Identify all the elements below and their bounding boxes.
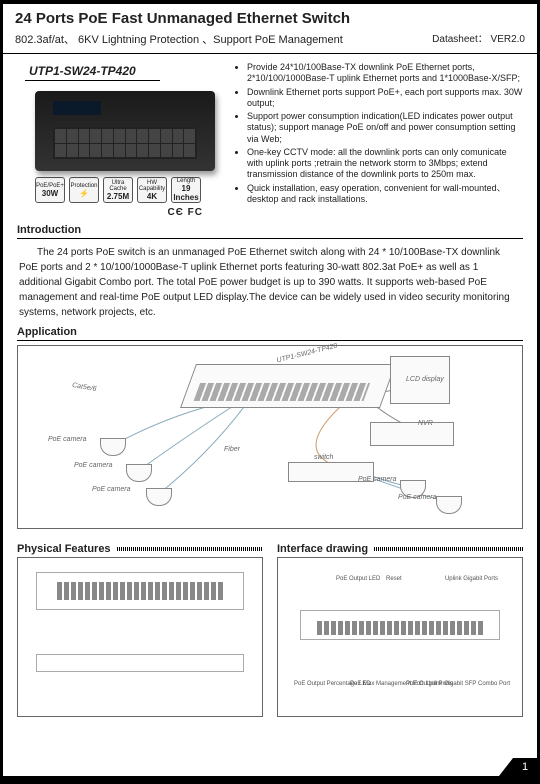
badge-poe: PoE/PoE+30W	[35, 177, 65, 203]
section-intf-title: Interface drawing	[277, 543, 523, 557]
product-column: UTP1-SW24-TP420 PoE/PoE+30W Protection⚡ …	[17, 62, 227, 218]
badge-protection: Protection⚡	[69, 177, 99, 203]
label-cam: PoE camera	[358, 476, 397, 483]
label-lcd: LCD display	[406, 376, 444, 383]
datasheet-version: Datasheet： VER2.0	[432, 30, 525, 45]
section-phys-title: Physical Features	[17, 543, 263, 557]
label-cam: PoE camera	[92, 486, 131, 493]
callout: Uplink Gigabit SFP Combo Port	[426, 681, 510, 688]
callout: Reset	[386, 576, 402, 583]
section-app-title: Application	[17, 326, 523, 341]
label-cam: PoE camera	[398, 494, 437, 501]
interface-diagram: PoE Output LED Reset Uplink Gigabit Port…	[277, 557, 523, 717]
badge-4k: HW Capability4K	[137, 177, 167, 203]
section-intro-title: Introduction	[17, 224, 523, 239]
badge-size: Length19 Inches	[171, 177, 201, 203]
page-title: 24 Ports PoE Fast Unmanaged Ethernet Swi…	[15, 10, 525, 27]
bullet: Support power consumption indication(LED…	[247, 111, 523, 145]
badge-cache: Ultra Cache2.75M	[103, 177, 133, 203]
label-cam: PoE camera	[74, 462, 113, 469]
application-diagram: Cat5e/6 PoE camera PoE camera PoE camera…	[17, 345, 523, 529]
callout: PoE Output LED	[336, 576, 380, 583]
bullet: Downlink Ethernet ports support PoE+, ea…	[247, 87, 523, 110]
feature-bullets: Provide 24*10/100Base-TX downlink PoE Et…	[227, 62, 523, 207]
label-switch: switch	[314, 454, 333, 461]
callout: Uplink Gigabit Ports	[445, 576, 498, 583]
physical-diagram	[17, 557, 263, 717]
label-fiber: Fiber	[224, 446, 240, 453]
label-cam: PoE camera	[48, 436, 87, 443]
intro-text: The 24 ports PoE switch is an unmanaged …	[19, 245, 521, 320]
badge-row: PoE/PoE+30W Protection⚡ Ultra Cache2.75M…	[35, 177, 227, 203]
bullet: Provide 24*10/100Base-TX downlink PoE Et…	[247, 62, 523, 85]
header: 24 Ports PoE Fast Unmanaged Ethernet Swi…	[3, 4, 537, 54]
bullet: Quick installation, easy operation, conv…	[247, 183, 523, 206]
product-photo	[35, 91, 215, 171]
page-number: 1	[513, 758, 537, 776]
model-name: UTP1-SW24-TP420	[25, 64, 160, 81]
cert-icons: CЄ FC	[17, 207, 203, 218]
bullet: One-key CCTV mode: all the downlink port…	[247, 147, 523, 181]
label-nvr: NVR	[418, 420, 433, 427]
